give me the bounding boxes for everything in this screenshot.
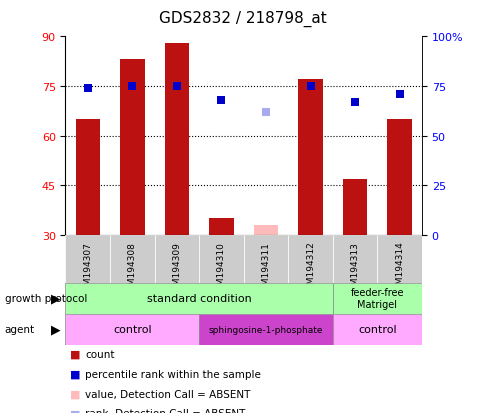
Bar (65, 283, 332, 314)
Bar (287, 235, 332, 283)
Bar (377, 235, 421, 283)
Text: control: control (357, 324, 396, 335)
Text: agent: agent (5, 324, 35, 335)
Bar (164, 44, 189, 235)
Bar (332, 235, 377, 283)
Text: ■: ■ (70, 408, 81, 413)
Text: growth protocol: growth protocol (5, 293, 87, 304)
Text: GSM194310: GSM194310 (216, 241, 226, 296)
Text: GSM194313: GSM194313 (350, 241, 359, 296)
Text: GSM194309: GSM194309 (172, 241, 181, 296)
Text: ■: ■ (70, 369, 81, 379)
Text: GSM194314: GSM194314 (394, 241, 403, 296)
Bar (110, 235, 154, 283)
Bar (65, 314, 199, 345)
Bar (199, 314, 332, 345)
Bar (342, 179, 366, 235)
Bar (243, 235, 287, 283)
Bar (298, 80, 322, 235)
Bar (387, 120, 411, 235)
Text: ■: ■ (70, 389, 81, 399)
Text: control: control (113, 324, 151, 335)
Text: GSM194308: GSM194308 (128, 241, 136, 296)
Text: rank, Detection Call = ABSENT: rank, Detection Call = ABSENT (85, 408, 245, 413)
Text: ▶: ▶ (51, 292, 60, 305)
Text: count: count (85, 349, 114, 359)
Bar (154, 235, 199, 283)
Bar (332, 314, 421, 345)
Text: standard condition: standard condition (147, 293, 251, 304)
Text: percentile rank within the sample: percentile rank within the sample (85, 369, 260, 379)
Text: GSM194307: GSM194307 (83, 241, 92, 296)
Bar (209, 219, 233, 235)
Text: value, Detection Call = ABSENT: value, Detection Call = ABSENT (85, 389, 250, 399)
Bar (199, 235, 243, 283)
Text: GSM194311: GSM194311 (261, 241, 270, 296)
Text: GSM194312: GSM194312 (305, 241, 315, 296)
Bar (332, 283, 421, 314)
Bar (76, 120, 100, 235)
Text: ▶: ▶ (51, 323, 60, 336)
Text: GDS2832 / 218798_at: GDS2832 / 218798_at (158, 10, 326, 26)
Text: ■: ■ (70, 349, 81, 359)
Text: sphingosine-1-phosphate: sphingosine-1-phosphate (208, 325, 322, 334)
Text: feeder-free
Matrigel: feeder-free Matrigel (350, 287, 403, 309)
Bar (65, 235, 110, 283)
Bar (120, 60, 144, 235)
Bar (253, 225, 278, 235)
